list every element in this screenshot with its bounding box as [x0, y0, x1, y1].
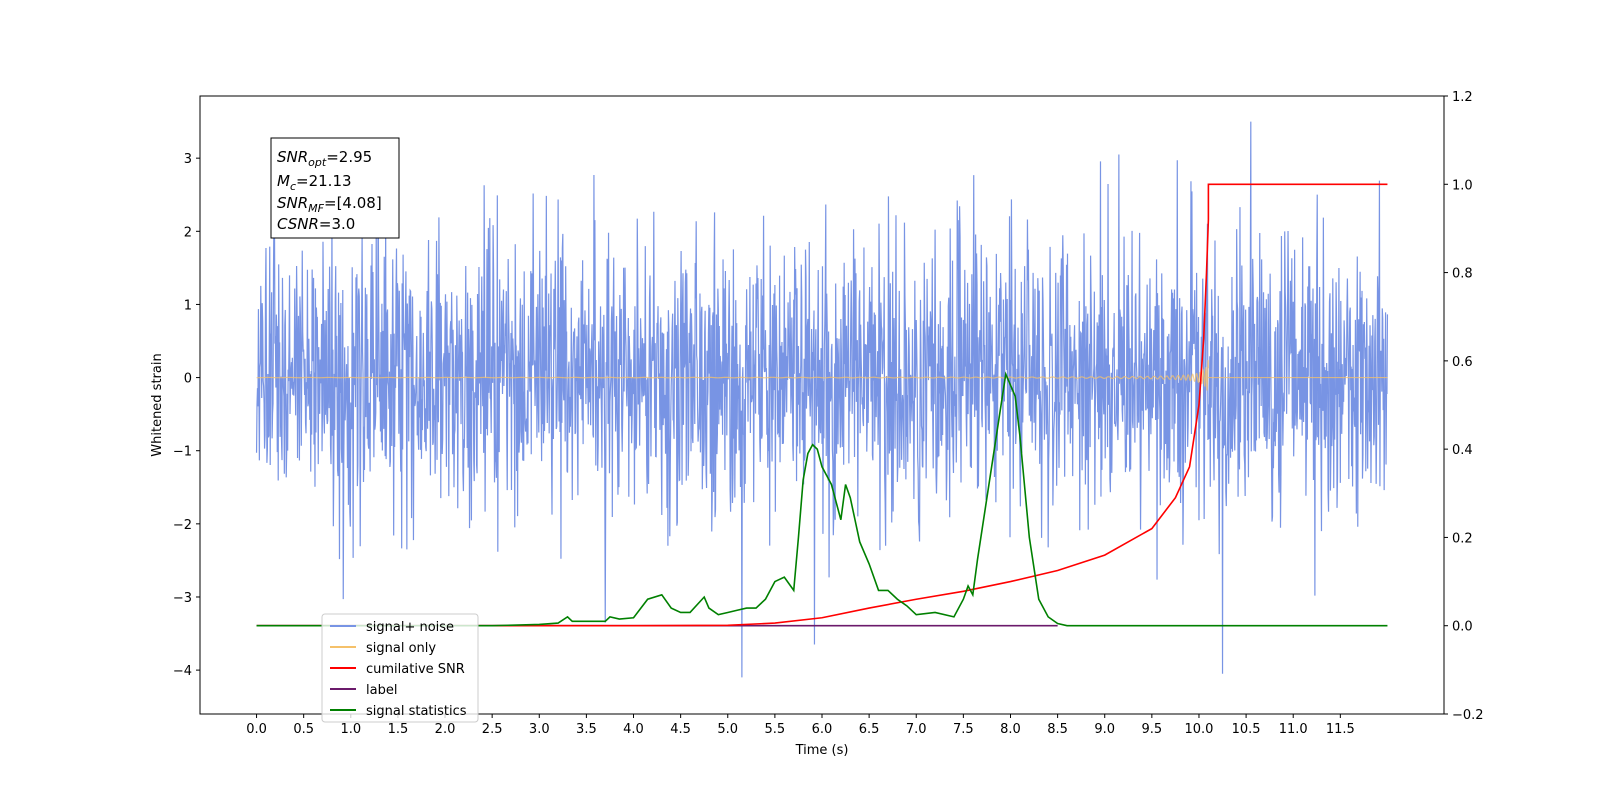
annotation-snr-opt-sub: opt: [308, 156, 327, 169]
x-tick-label: 2.5: [482, 722, 503, 737]
x-tick-label: 3.0: [529, 722, 550, 737]
y2-tick-label: −0.2: [1452, 708, 1484, 723]
noise-trace: [255, 121, 1389, 678]
annotation-mc-main: M: [277, 172, 290, 190]
y2-tick-label: 0.0: [1452, 620, 1473, 635]
annotation-frame: [270, 137, 400, 239]
annotation-mc-sub: c: [290, 180, 296, 193]
legend-label-signal-only: signal only: [366, 641, 436, 656]
y-tick-label: −4: [173, 664, 192, 679]
x-tick-label: 10.0: [1184, 722, 1213, 737]
y2-tick-label: 0.6: [1452, 355, 1473, 370]
x-tick-label: 4.0: [623, 722, 644, 737]
x-axis-label: Time (s): [795, 743, 849, 758]
y-tick-label: −2: [173, 518, 192, 533]
annotation-snr-mf-value: =[4.08]: [324, 194, 382, 212]
legend-label-cumulative-snr: cumilative SNR: [366, 662, 465, 677]
legend-frame: [321, 613, 479, 723]
y-tick-label: 0: [184, 372, 192, 387]
x-tick-label: 1.0: [340, 722, 361, 737]
x-tick-label: 5.5: [765, 722, 786, 737]
annotation-snr-mf-main: SNR: [277, 194, 308, 212]
x-tick-label: 9.0: [1094, 722, 1115, 737]
series-cumulative-snr-line: [256, 183, 1388, 627]
x-tick-label: 6.0: [812, 722, 833, 737]
y-axis-label: Whitened strain: [150, 353, 165, 456]
x-tick-label: 9.5: [1142, 722, 1163, 737]
y-tick-label: −3: [173, 591, 192, 606]
annotation-csnr-value: =3.0: [319, 215, 355, 233]
annotation-snr-opt-main: SNR: [277, 148, 308, 166]
chirp-trace: [256, 359, 1209, 391]
x-tick-label: 7.0: [906, 722, 927, 737]
y-tick-label: 2: [184, 225, 192, 240]
y2-tick-label: 0.8: [1452, 267, 1473, 282]
x-tick-label: 6.5: [859, 722, 880, 737]
y2-tick-label: 0.4: [1452, 443, 1473, 458]
annotation-csnr-main: CSNR: [277, 215, 319, 233]
x-tick-label: 1.5: [388, 722, 409, 737]
y2-tick-label: 0.2: [1452, 531, 1473, 546]
y2-tick-label: 1.0: [1452, 178, 1473, 193]
legend-label-signal-statistics: signal statistics: [366, 704, 467, 719]
legend: signal+ noise signal only cumilative SNR…: [321, 613, 479, 723]
svg-text:SNRMF=[4.08]: SNRMF=[4.08]: [277, 194, 382, 215]
y-tick-label: 3: [184, 152, 192, 167]
y-tick-label: −1: [173, 445, 192, 460]
x-tick-label: 0.5: [293, 722, 314, 737]
series-signal-noise-line: [255, 121, 1389, 678]
x-tick-label: 4.5: [670, 722, 691, 737]
annotation-snr-opt-value: =2.95: [326, 148, 372, 166]
x-tick-label: 7.5: [953, 722, 974, 737]
series-signal-statistics-line: [256, 371, 1388, 627]
y2-tick-label: 1.2: [1452, 90, 1473, 105]
y-tick-label: 1: [184, 298, 192, 313]
annotation-mc-value: =21.13: [296, 172, 352, 190]
x-tick-label: 2.0: [435, 722, 456, 737]
series-signal-only-line: [256, 359, 1388, 391]
svg-text:SNRopt=2.95: SNRopt=2.95: [277, 148, 372, 169]
legend-label-signal-noise: signal+ noise: [366, 620, 454, 635]
x-tick-label: 0.0: [246, 722, 267, 737]
x-tick-label: 8.0: [1000, 722, 1021, 737]
x-tick-label: 10.5: [1232, 722, 1261, 737]
x-tick-label: 11.0: [1279, 722, 1308, 737]
legend-label-label: label: [366, 683, 397, 698]
x-tick-label: 3.5: [576, 722, 597, 737]
svg-text:CSNR=3.0: CSNR=3.0: [277, 215, 355, 233]
x-tick-label: 5.0: [717, 722, 738, 737]
annotation-snr-mf-sub: MF: [308, 202, 324, 215]
annotation-box: SNRopt=2.95 Mc=21.13 SNRMF=[4.08] CSNR=3…: [270, 137, 400, 239]
x-tick-label: 8.5: [1047, 722, 1068, 737]
svg-text:Mc=21.13: Mc=21.13: [277, 172, 352, 193]
x-tick-label: 11.5: [1326, 722, 1355, 737]
